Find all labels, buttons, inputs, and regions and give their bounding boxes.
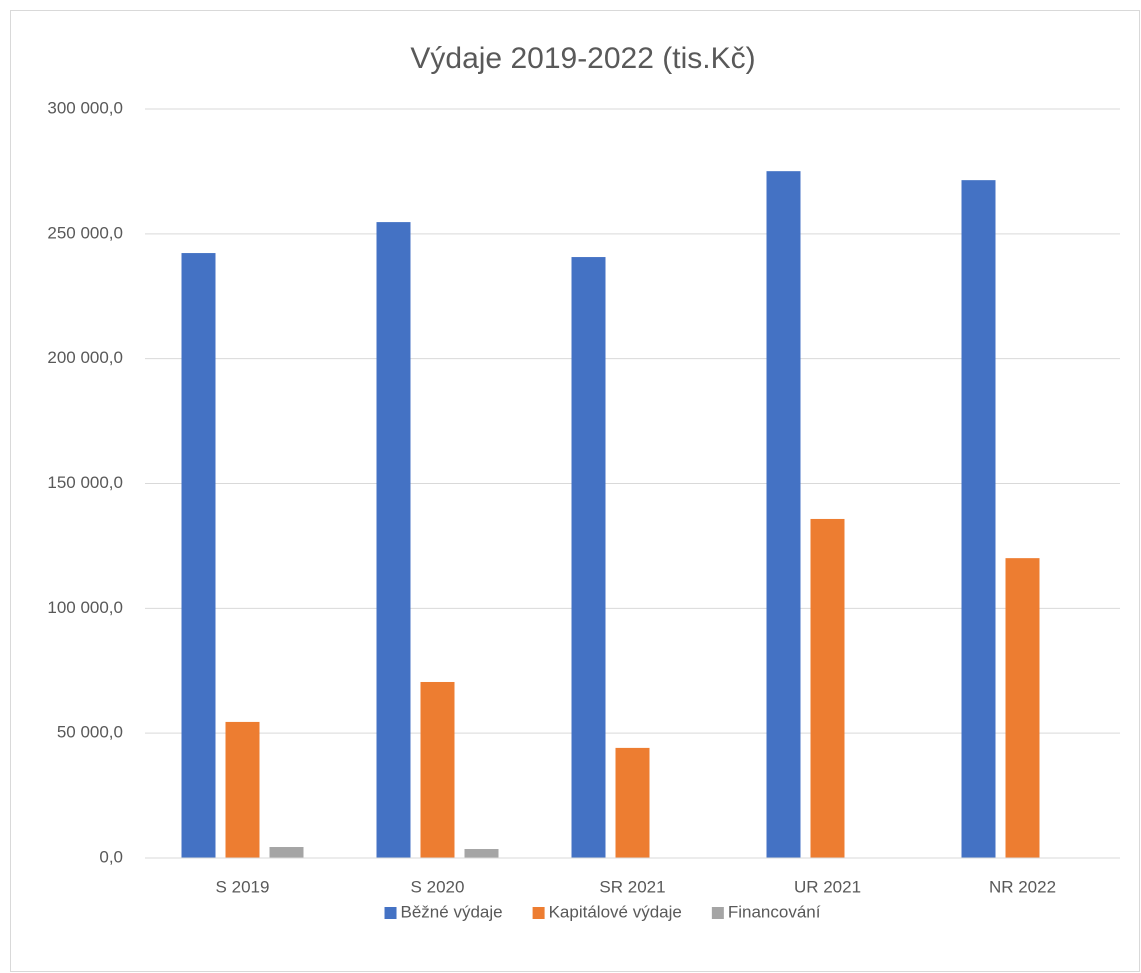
legend-swatch	[384, 907, 397, 919]
bar	[269, 847, 304, 858]
y-tick-label: 300 000,0	[47, 98, 123, 117]
legend-label: Kapitálové výdaje	[549, 902, 682, 921]
bar	[464, 849, 499, 858]
y-tick-label: 50 000,0	[57, 723, 123, 742]
y-tick-label: 250 000,0	[47, 223, 123, 242]
x-tick-label: UR 2021	[794, 877, 861, 896]
y-tick-label: 200 000,0	[47, 348, 123, 367]
x-tick-label: S 2019	[216, 877, 270, 896]
bar	[766, 171, 801, 859]
bar	[810, 518, 845, 858]
x-tick-label: SR 2021	[599, 877, 665, 896]
bar	[376, 222, 411, 858]
y-tick-label: 150 000,0	[47, 473, 123, 492]
y-tick-label: 100 000,0	[47, 598, 123, 617]
chart-title: Výdaje 2019-2022 (tis.Kč)	[410, 42, 755, 75]
y-tick-label: 0,0	[99, 847, 123, 866]
legend-label: Běžné výdaje	[401, 902, 503, 921]
bar	[420, 681, 455, 858]
x-tick-label: NR 2022	[989, 877, 1056, 896]
legend-swatch	[532, 907, 545, 919]
bar	[1005, 558, 1040, 858]
bar	[181, 253, 216, 858]
bar	[961, 180, 996, 858]
bar	[571, 257, 606, 858]
legend-swatch	[711, 907, 724, 919]
x-tick-label: S 2020	[411, 877, 465, 896]
legend-label: Financování	[728, 902, 821, 921]
bar	[225, 721, 260, 858]
bar	[615, 747, 650, 858]
